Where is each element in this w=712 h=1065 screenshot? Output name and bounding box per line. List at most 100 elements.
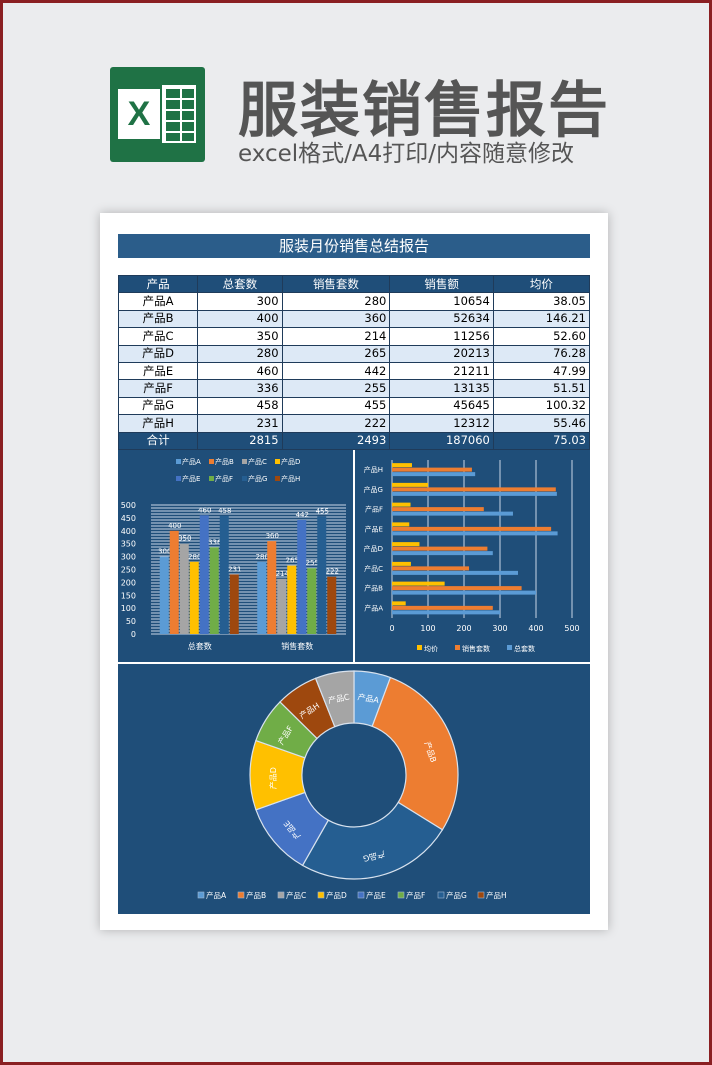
donut-slice bbox=[301, 801, 444, 880]
x-tick-label: 100 bbox=[420, 624, 435, 633]
data-label: 280 bbox=[256, 553, 269, 561]
legend-label: 产品C bbox=[248, 457, 267, 466]
bar bbox=[392, 605, 493, 610]
table-cell: 38.05 bbox=[492, 292, 591, 311]
total-cell: 2815 bbox=[197, 431, 283, 450]
bar bbox=[169, 530, 179, 634]
table-cell: 100.32 bbox=[492, 396, 591, 416]
category-label: 销售套数 bbox=[281, 641, 313, 651]
legend-swatch bbox=[209, 459, 214, 464]
table-cell: 458 bbox=[197, 396, 283, 416]
total-cell: 187060 bbox=[389, 431, 494, 450]
table-cell: 455 bbox=[281, 396, 391, 416]
legend-swatch bbox=[275, 459, 280, 464]
total-cell: 合计 bbox=[117, 431, 199, 450]
table-cell: 350 bbox=[197, 327, 283, 346]
legend-label: 产品C bbox=[286, 890, 306, 900]
table-cell: 产品B bbox=[117, 309, 199, 329]
table-cell: 336 bbox=[197, 379, 283, 398]
bar bbox=[392, 526, 552, 531]
table-cell: 13135 bbox=[389, 379, 494, 398]
legend-swatch bbox=[437, 891, 445, 899]
x-tick-label: 0 bbox=[389, 624, 394, 633]
legend-label: 销售套数 bbox=[462, 644, 490, 653]
table-cell: 产品H bbox=[117, 414, 199, 433]
legend-swatch bbox=[275, 476, 280, 481]
table-cell: 280 bbox=[197, 344, 283, 363]
column-chart: 0 50 100 150 200 250 300 350 400 450 500 产品A 产品B 产品C 产… bbox=[118, 450, 353, 662]
x-tick-label: 500 bbox=[564, 624, 579, 633]
table-row: 产品D 280 265 20213 76.28 bbox=[117, 344, 591, 363]
data-label: 222 bbox=[326, 568, 339, 576]
y-tick-label: 150 bbox=[121, 591, 136, 600]
legend-swatch bbox=[209, 476, 214, 481]
y-tick-label: 350 bbox=[121, 540, 136, 549]
bar bbox=[327, 576, 337, 634]
table-cell: 12312 bbox=[389, 414, 494, 433]
total-cell: 2493 bbox=[281, 431, 391, 450]
bar bbox=[392, 542, 420, 547]
bar bbox=[392, 472, 476, 477]
bar bbox=[277, 578, 287, 634]
bar bbox=[392, 570, 518, 575]
column-header: 销售额 bbox=[389, 274, 494, 294]
category-label: 产品B bbox=[364, 584, 383, 593]
bar bbox=[392, 507, 484, 512]
horizontal-bar-chart: 0 100 200 300 400 500 产品A 产品B 产品C 产品D 产品E 产品F 产品G 产品H… bbox=[355, 450, 590, 662]
bar bbox=[392, 491, 557, 496]
bar bbox=[392, 487, 556, 492]
bar bbox=[189, 561, 199, 634]
table-cell: 214 bbox=[281, 327, 391, 346]
legend-label: 产品F bbox=[215, 474, 233, 483]
y-tick-label: 0 bbox=[131, 630, 136, 639]
table-cell: 460 bbox=[197, 361, 283, 381]
logo-grid bbox=[162, 85, 196, 143]
bar bbox=[219, 515, 229, 634]
legend-swatch bbox=[357, 891, 365, 899]
table-cell: 47.99 bbox=[492, 361, 591, 381]
table-cell: 300 bbox=[197, 292, 283, 311]
table-cell: 52634 bbox=[389, 309, 494, 329]
legend-swatch bbox=[277, 891, 285, 899]
bar bbox=[392, 566, 470, 571]
data-label: 442 bbox=[296, 511, 309, 519]
y-tick-label: 50 bbox=[126, 617, 136, 626]
bar bbox=[392, 581, 445, 586]
table-cell: 222 bbox=[281, 414, 391, 433]
data-label: 265 bbox=[286, 557, 299, 565]
bar bbox=[392, 601, 406, 606]
table-row: 产品E 460 442 21211 47.99 bbox=[117, 361, 591, 381]
bar bbox=[392, 502, 411, 507]
donut-chart: 产品A 产品B 产品G 产品E 产品D 产品F 产品H 产品C 产品A 产品B 产品C 产品D 产品E 产… bbox=[118, 664, 590, 914]
table-cell: 400 bbox=[197, 309, 283, 329]
category-label: 产品G bbox=[364, 485, 383, 494]
sales-table: 产品 总套数 销售套数 销售额 均价 产品A 300 280 10654 38.05 产品B 400… bbox=[117, 274, 591, 450]
table-cell: 10654 bbox=[389, 292, 494, 311]
legend-swatch bbox=[176, 476, 181, 481]
table-row: 产品A 300 280 10654 38.05 bbox=[117, 292, 591, 311]
y-tick-label: 200 bbox=[121, 578, 136, 587]
column-header: 均价 bbox=[492, 274, 591, 294]
table-cell: 20213 bbox=[389, 344, 494, 363]
bar bbox=[392, 531, 558, 536]
bar bbox=[392, 546, 488, 551]
category-label: 产品F bbox=[365, 505, 383, 514]
legend-label: 产品F bbox=[406, 890, 425, 900]
legend-label: 总套数 bbox=[514, 644, 535, 653]
table-cell: 76.28 bbox=[492, 344, 591, 363]
table-cell: 产品G bbox=[117, 396, 199, 416]
report-title: 服装月份销售总结报告 bbox=[118, 234, 590, 258]
table-cell: 45645 bbox=[389, 396, 494, 416]
slice-label: 产品A bbox=[357, 691, 380, 705]
category-label: 产品A bbox=[364, 603, 383, 612]
legend-swatch bbox=[197, 891, 205, 899]
y-tick-label: 100 bbox=[121, 604, 136, 613]
bar bbox=[392, 482, 429, 487]
bar bbox=[392, 511, 513, 516]
legend-label: 产品A bbox=[206, 890, 227, 900]
legend-label: 产品G bbox=[248, 474, 267, 483]
bar bbox=[392, 467, 472, 472]
legend-label: 产品D bbox=[281, 457, 300, 466]
x-tick-label: 200 bbox=[456, 624, 471, 633]
category-label: 总套数 bbox=[188, 641, 212, 651]
